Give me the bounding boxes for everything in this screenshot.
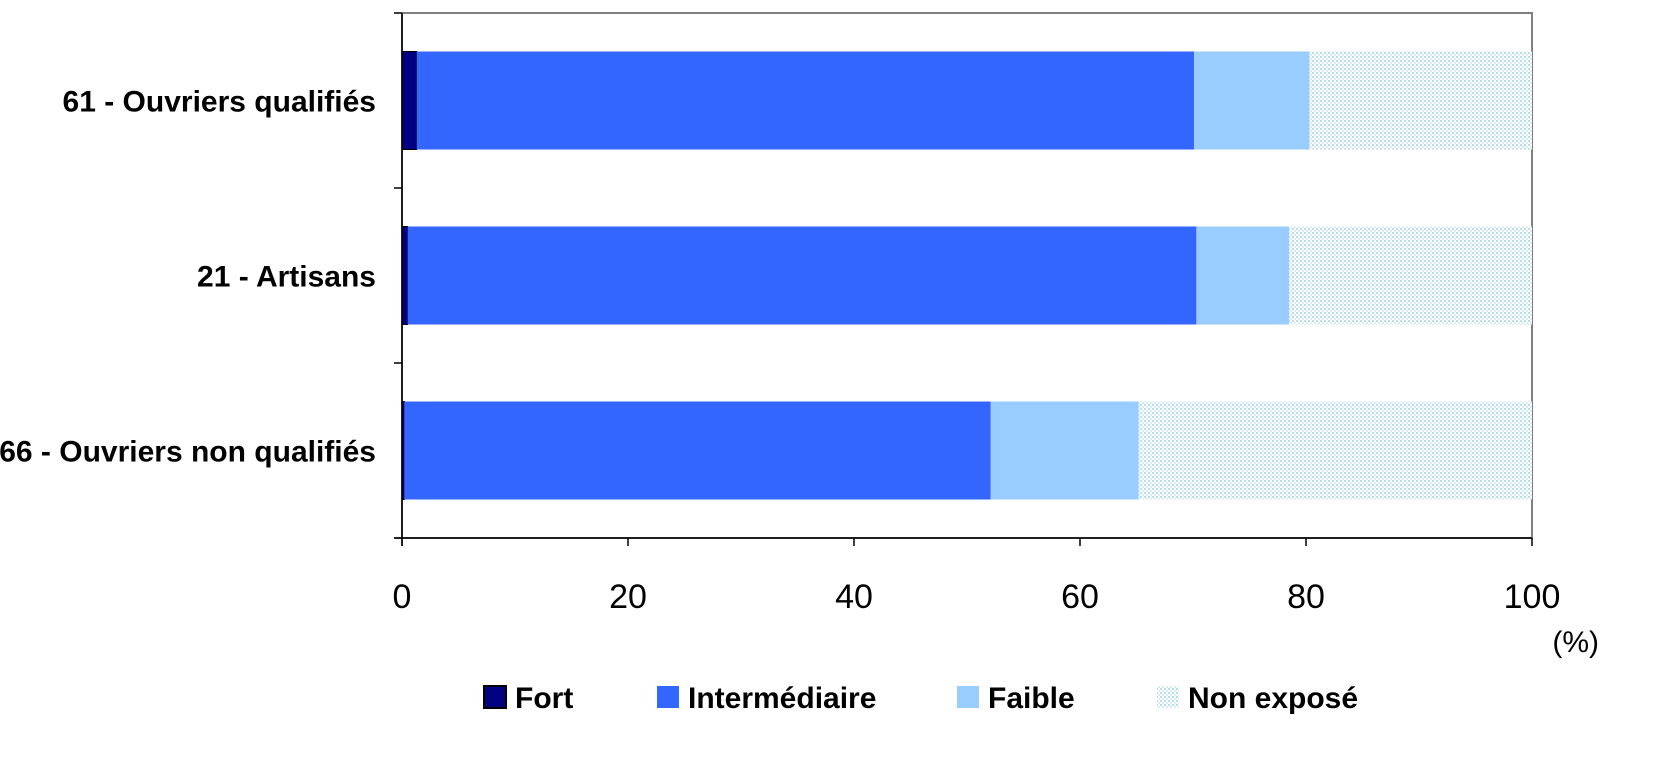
bar-non-expos--3 bbox=[1138, 401, 1532, 500]
legend-swatch-non-expos- bbox=[1157, 686, 1179, 708]
bar-fort-1 bbox=[401, 51, 418, 150]
legend-label: Faible bbox=[988, 682, 1075, 715]
category-labels: 61 - Ouvriers qualifiés 21 - Artisans 66 -… bbox=[0, 12, 402, 539]
legend-label: Intermédiaire bbox=[688, 682, 876, 715]
legend-swatch-fort bbox=[483, 685, 507, 709]
category-label: 21 - Artisans bbox=[197, 261, 376, 294]
legend-label: Non exposé bbox=[1188, 682, 1358, 715]
category-label: 66 - Ouvriers non qualifiés bbox=[0, 436, 376, 469]
x-tick-label: 0 bbox=[393, 578, 412, 616]
bar-interm-diaire-3 bbox=[404, 401, 991, 500]
legend-swatch-interm-diaire bbox=[657, 686, 679, 708]
bar-fort-2 bbox=[401, 226, 409, 325]
bar-non-expos--1 bbox=[1309, 51, 1532, 150]
x-tick-label: 100 bbox=[1504, 578, 1561, 616]
x-tick-label: 80 bbox=[1287, 578, 1325, 616]
legend: Fort Intermédiaire Faible Non exposé bbox=[483, 682, 1358, 715]
bar-faible-2 bbox=[1196, 226, 1290, 325]
x-tick-label: 20 bbox=[609, 578, 647, 616]
x-tick-label: 60 bbox=[1061, 578, 1099, 616]
x-axis: 0 20 40 60 80 100 bbox=[393, 13, 1561, 616]
x-unit-label: (%) bbox=[1552, 626, 1599, 659]
x-tick-label: 40 bbox=[835, 578, 873, 616]
bar-interm-diaire-2 bbox=[407, 226, 1197, 325]
legend-swatch-faible bbox=[957, 686, 979, 708]
legend-label: Fort bbox=[515, 682, 573, 715]
bars-group bbox=[401, 51, 1532, 500]
bar-non-expos--2 bbox=[1289, 226, 1532, 325]
bar-faible-3 bbox=[990, 401, 1139, 500]
bar-interm-diaire-1 bbox=[416, 51, 1195, 150]
category-label: 61 - Ouvriers qualifiés bbox=[63, 86, 376, 119]
bar-faible-1 bbox=[1194, 51, 1310, 150]
